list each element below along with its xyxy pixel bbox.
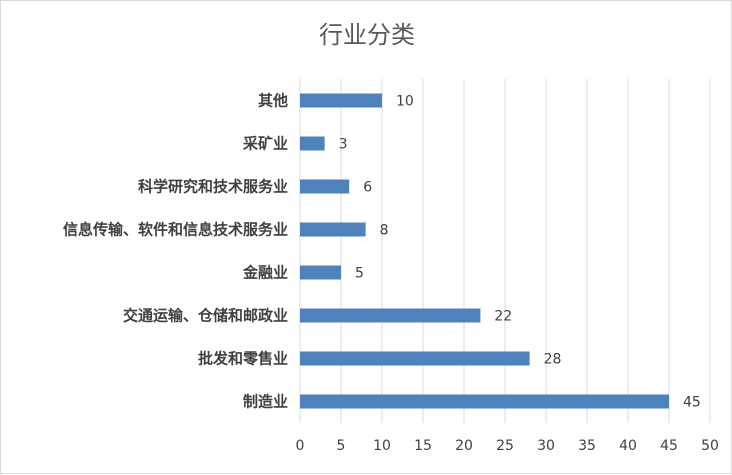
x-tick-labels: 0 5 10 15 20 25 30 35 40 45 50 xyxy=(296,438,719,454)
data-label: 5 xyxy=(355,266,364,282)
x-tick-label: 25 xyxy=(496,438,514,454)
bar xyxy=(300,136,325,151)
bars xyxy=(300,93,669,409)
gridlines xyxy=(299,79,711,423)
data-label: 28 xyxy=(544,352,562,368)
data-label: 6 xyxy=(363,180,372,196)
bar xyxy=(300,394,669,409)
data-label: 22 xyxy=(494,309,512,325)
category-label: 信息传输、软件和信息技术服务业 xyxy=(63,221,288,239)
chart-title: 行业分类 xyxy=(319,21,415,49)
bar xyxy=(300,308,481,323)
x-tick-label: 20 xyxy=(455,438,473,454)
data-labels: 10 3 6 8 5 22 28 45 xyxy=(339,94,701,411)
x-tick-label: 5 xyxy=(337,438,346,454)
x-tick-label: 50 xyxy=(701,438,719,454)
category-labels: 其他采矿业科学研究和技术服务业信息传输、软件和信息技术服务业金融业交通运输、仓储… xyxy=(63,92,288,411)
data-label: 10 xyxy=(396,94,414,110)
x-tick-label: 35 xyxy=(578,438,596,454)
bar xyxy=(300,222,366,237)
category-label: 批发和零售业 xyxy=(198,350,288,368)
bar xyxy=(300,179,350,194)
bar xyxy=(300,93,382,108)
bar xyxy=(300,265,341,280)
x-tick-label: 15 xyxy=(414,438,432,454)
bar xyxy=(300,351,530,366)
category-label: 其他 xyxy=(258,92,288,110)
category-label: 采矿业 xyxy=(242,135,288,153)
data-label: 3 xyxy=(339,137,348,153)
category-label: 金融业 xyxy=(242,264,288,282)
x-tick-label: 10 xyxy=(373,438,391,454)
x-tick-label: 0 xyxy=(296,438,305,454)
x-tick-label: 45 xyxy=(660,438,678,454)
x-tick-label: 40 xyxy=(619,438,637,454)
category-label: 交通运输、仓储和邮政业 xyxy=(123,307,288,325)
category-label: 科学研究和技术服务业 xyxy=(138,178,288,196)
data-label: 45 xyxy=(683,395,701,411)
x-tick-label: 30 xyxy=(537,438,555,454)
category-label: 制造业 xyxy=(243,393,288,411)
data-label: 8 xyxy=(380,223,389,239)
